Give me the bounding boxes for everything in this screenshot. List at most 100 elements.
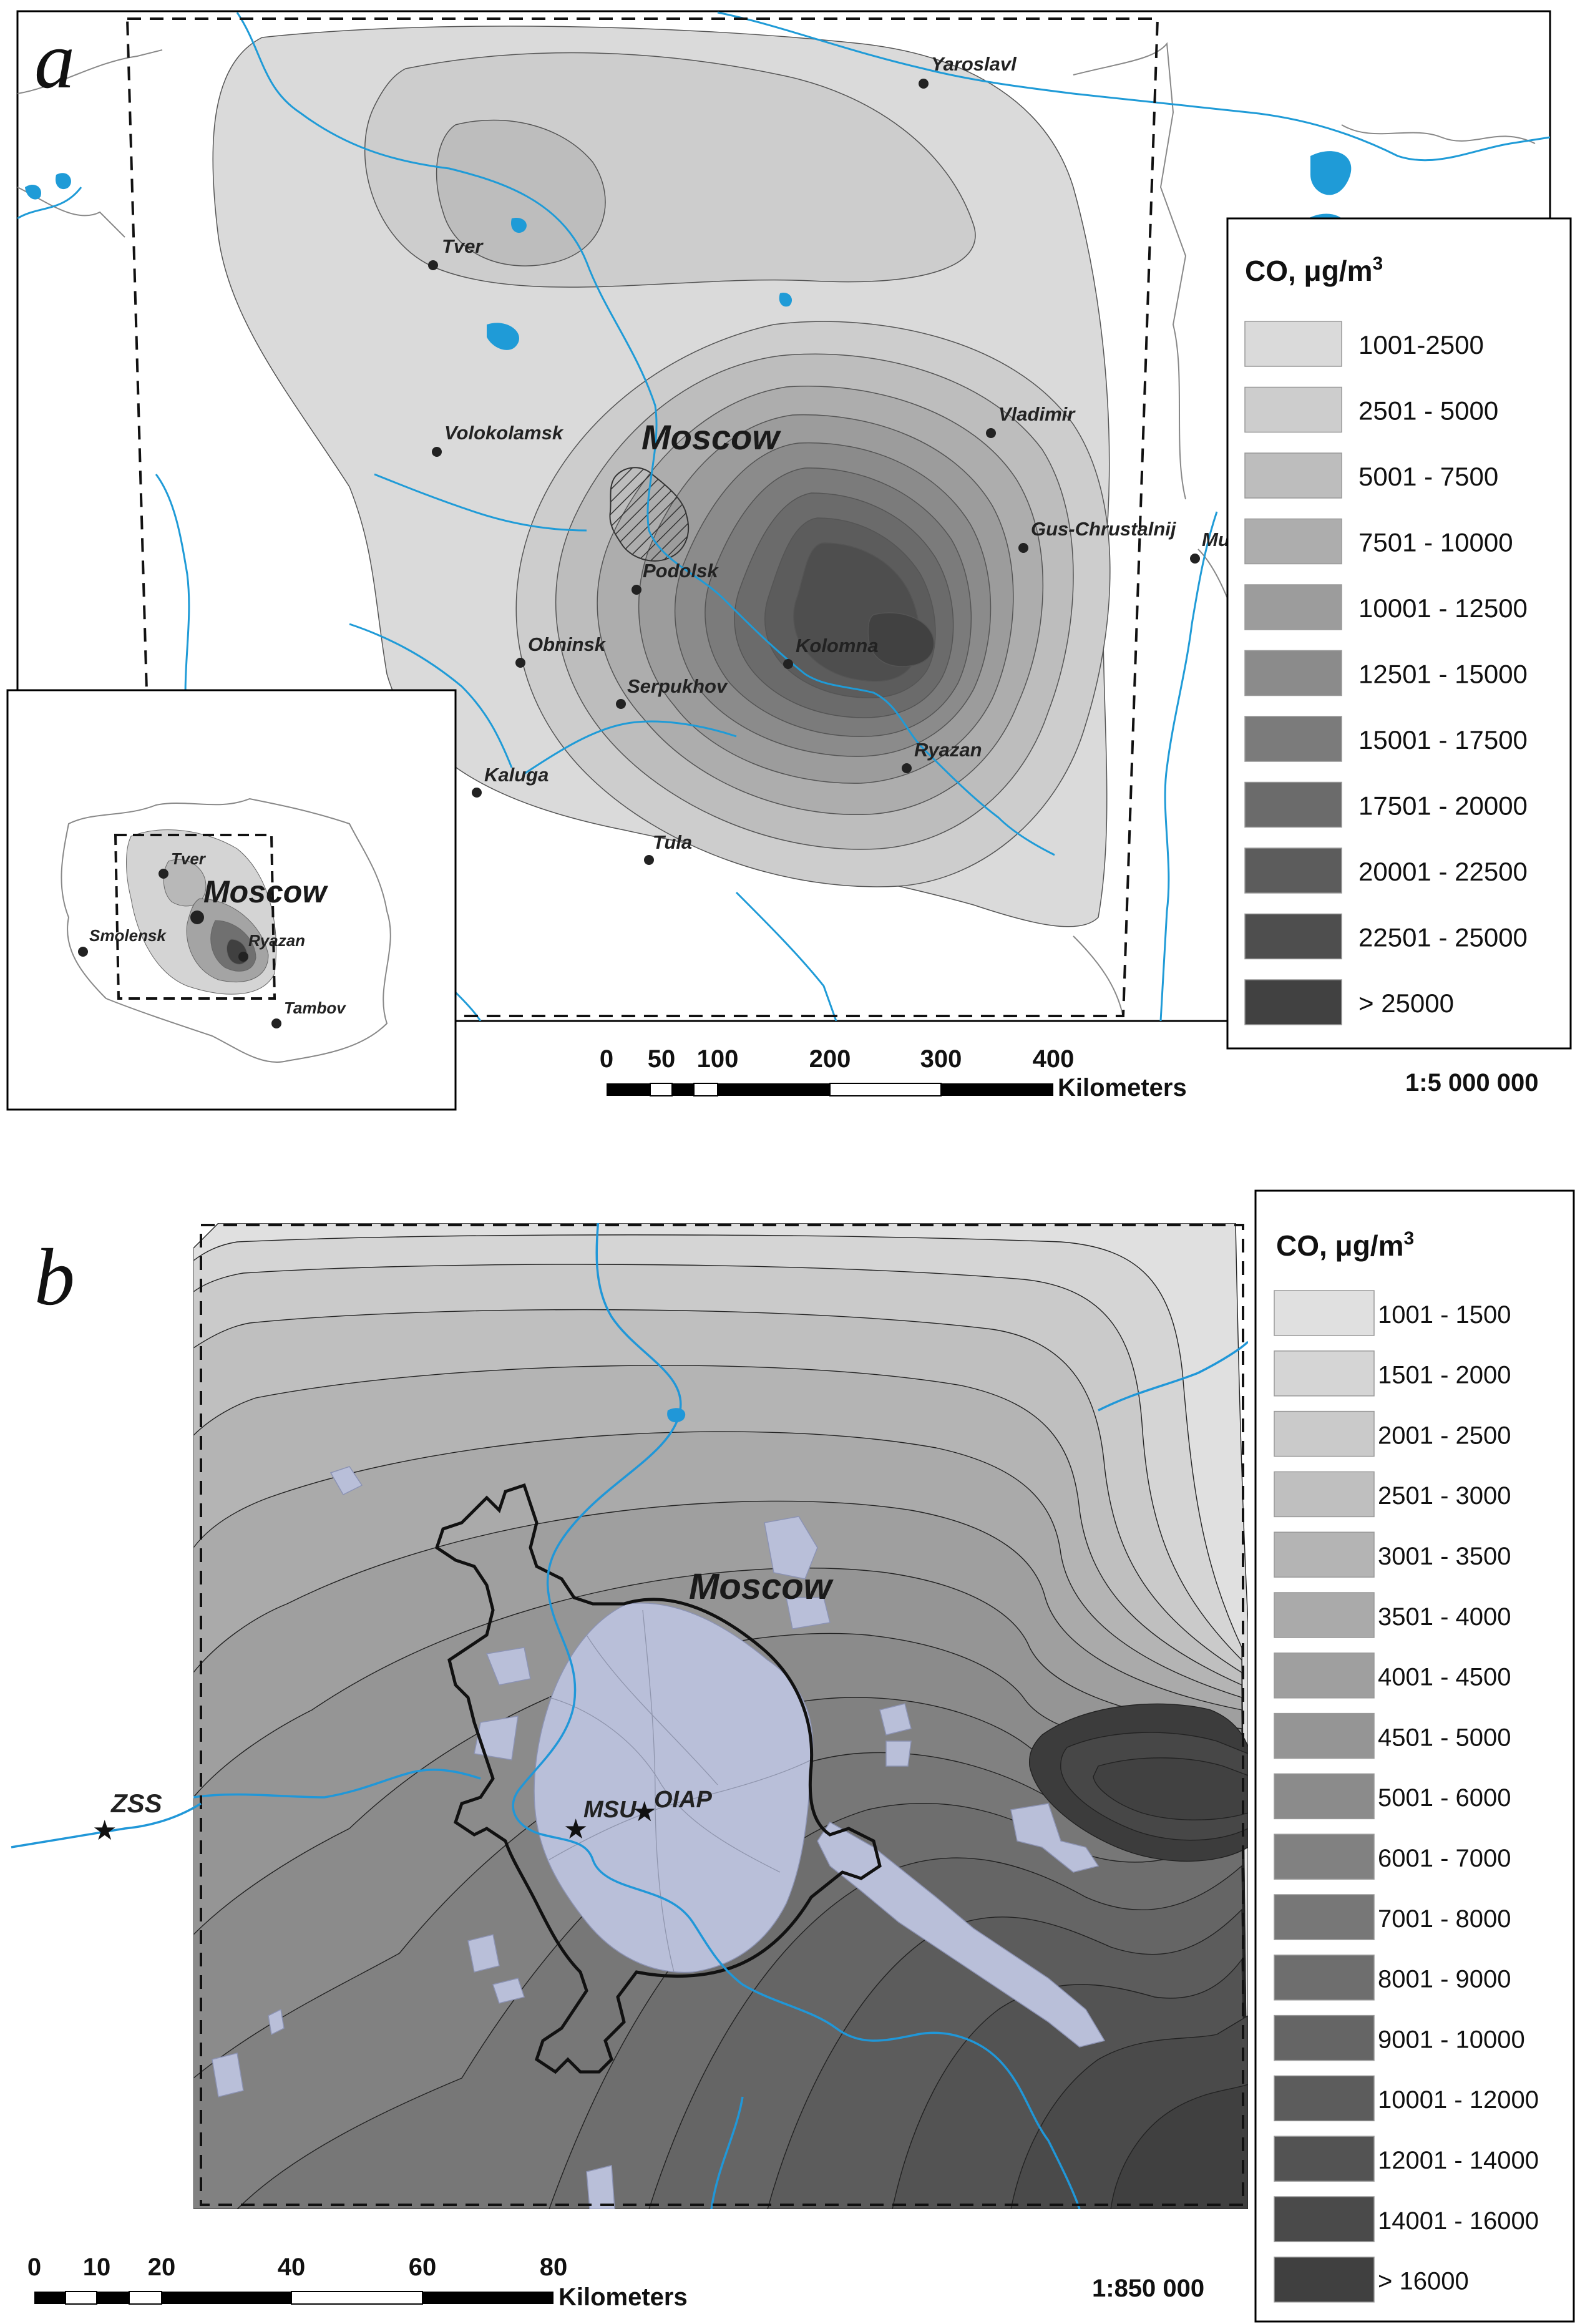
legend-b-class-swatch <box>1274 1833 1375 1880</box>
legend-a-class-swatch <box>1244 716 1342 762</box>
star-icon-zss: ★ <box>92 1815 117 1846</box>
scale-a-tick: 200 <box>809 1045 851 1073</box>
label-vladimir: Vladimir <box>998 403 1076 425</box>
label-serpukhov: Serpukhov <box>627 675 728 697</box>
inset-map: Tver Smolensk Ryazan Tambov Moscow <box>6 689 457 1111</box>
label-ryazan: Ryazan <box>914 739 982 761</box>
inset-moscow-label: Moscow <box>203 874 328 909</box>
legend-a-class-swatch <box>1244 781 1342 828</box>
panel-b-letter: b <box>34 1233 75 1322</box>
legend-a-class-label: 22501 - 25000 <box>1358 922 1528 952</box>
legend-b-class-label: 14001 - 16000 <box>1378 2207 1539 2235</box>
legend-b-class-label: 1501 - 2000 <box>1378 1362 1511 1389</box>
label-tula: Tula <box>653 831 692 853</box>
label-gus-chrustalnij: Gus-Chrustalnij <box>1031 518 1177 540</box>
legend-a-class-label: 1001-2500 <box>1358 330 1484 359</box>
panel-b-extent <box>200 1224 1244 2206</box>
scale-b-tick: 80 <box>540 2253 568 2281</box>
inset-label-tver: Tver <box>171 849 207 868</box>
label-kaluga: Kaluga <box>484 764 549 786</box>
panel-b: Moscow ★ ★ MSU OIAP ★ ZSS b CO, μg/m3 10… <box>11 1189 1575 2323</box>
rivers-b <box>193 1223 1248 2209</box>
legend-a-class-swatch <box>1244 386 1342 433</box>
legend-b-class-swatch <box>1274 1290 1375 1336</box>
legend-b-class-swatch <box>1274 1773 1375 1820</box>
legend-b-class-label: 7001 - 8000 <box>1378 1905 1511 1933</box>
moscow-label-a: Moscow <box>641 417 781 457</box>
legend-b-class-swatch <box>1274 1894 1375 1940</box>
legend-a-class-label: 7501 - 10000 <box>1358 527 1513 557</box>
panel-a-letter: a <box>34 16 75 105</box>
legend-b-class-swatch <box>1274 1350 1375 1397</box>
legend-a-class-swatch <box>1244 321 1342 367</box>
legend-b-class-label: 9001 - 10000 <box>1378 2026 1525 2053</box>
scale-a-tick: 0 <box>600 1045 613 1073</box>
legend-b-class-swatch <box>1274 1471 1375 1518</box>
scale-b-tick: 60 <box>409 2253 437 2281</box>
scale-b-tick: 10 <box>83 2253 111 2281</box>
label-msu: MSU <box>583 1797 637 1823</box>
legend-a-class-swatch <box>1244 452 1342 499</box>
panel-a: Yaroslavl Tver Volokolamsk Vladimir Gus-… <box>6 10 1572 1111</box>
legend-b-class-swatch <box>1274 1653 1375 1699</box>
label-volokolamsk: Volokolamsk <box>444 422 564 444</box>
legend-b-class-label: 1001 - 1500 <box>1378 1301 1511 1329</box>
legend-a-class-label: 2501 - 5000 <box>1358 396 1498 425</box>
legend-b-class-label: 8001 - 9000 <box>1378 1966 1511 1993</box>
scale-b-unit: Kilometers <box>558 2283 688 2311</box>
legend-a-class-swatch <box>1244 913 1342 960</box>
city-dots-a <box>428 79 1200 865</box>
panel-a-extent <box>125 17 1159 1017</box>
moscow-boundary <box>435 1483 882 2074</box>
star-icon-msu: ★ <box>563 1814 588 1845</box>
inset-label-tambov: Tambov <box>284 998 346 1017</box>
legend-b-class-label: 5001 - 6000 <box>1378 1784 1511 1812</box>
legend-a-class-label: 17501 - 20000 <box>1358 791 1528 820</box>
reservoir <box>667 1408 686 1423</box>
legend-a-items: 1001-2500 2501 - 5000 5001 - 7500 7501 - 10… <box>1244 321 1528 1025</box>
scale-a-tick: 100 <box>697 1045 739 1073</box>
scale-b-tick: 0 <box>27 2253 41 2281</box>
legend-a-class-label: 10001 - 12500 <box>1358 593 1528 623</box>
river-west <box>11 1802 202 1848</box>
legend-b-class-swatch <box>1274 1410 1375 1457</box>
legend-b-class-swatch <box>1274 2075 1375 2122</box>
scale-b-tick: 20 <box>148 2253 176 2281</box>
star-icon-oiap: ★ <box>632 1797 656 1827</box>
inset-label-smolensk: Smolensk <box>89 926 167 945</box>
legend-b-class-label: > 16000 <box>1378 2268 1469 2295</box>
panel-b-map: Moscow ★ ★ MSU OIAP <box>193 1223 1248 2209</box>
scale-bar-b: 0 10 20 40 60 80 Kilometers 1:850 000 <box>27 2253 1204 2311</box>
scale-b-tick: 40 <box>278 2253 306 2281</box>
label-zss: ZSS <box>110 1789 162 1818</box>
scale-a-tick: 400 <box>1033 1045 1075 1073</box>
legend-b-class-swatch <box>1274 2014 1375 2061</box>
legend-b-class-label: 12001 - 14000 <box>1378 2147 1539 2174</box>
legend-b-class-label: 6001 - 7000 <box>1378 1845 1511 1872</box>
legend-b-class-label: 10001 - 12000 <box>1378 2086 1539 2114</box>
legend-b-items: 1001 - 1500 1501 - 2000 2001 - 2500 2501 - … <box>1274 1290 1539 2303</box>
legend-b: CO, μg/m3 1001 - 1500 1501 - 2000 2001 - 2… <box>1254 1189 1575 2323</box>
legend-a: CO, μg/m3 1001-2500 2501 - 5000 5001 - 750… <box>1226 217 1572 1050</box>
scale-a-tick: 300 <box>920 1045 962 1073</box>
label-podolsk: Podolsk <box>643 560 719 582</box>
moscow-label-b: Moscow <box>689 1566 834 1607</box>
legend-a-class-swatch <box>1244 518 1342 565</box>
legend-a-class-label: 5001 - 7500 <box>1358 462 1498 491</box>
scale-bar-a: 0 50 100 200 300 400 Kilometers 1:5 000 000 <box>600 1045 1539 1101</box>
legend-b-class-swatch <box>1274 1592 1375 1638</box>
label-tver: Tver <box>442 235 484 257</box>
inset-label-ryazan: Ryazan <box>248 931 305 950</box>
legend-a-title: CO, μg/m3 <box>1245 253 1383 287</box>
legend-b-class-label: 2501 - 3000 <box>1378 1482 1511 1510</box>
legend-b-class-swatch <box>1274 1955 1375 2001</box>
legend-a-class-swatch <box>1244 650 1342 696</box>
legend-b-title: CO, μg/m3 <box>1276 1228 1414 1262</box>
legend-b-class-swatch <box>1274 1712 1375 1759</box>
scale-b-ratio: 1:850 000 <box>1092 2275 1204 2302</box>
legend-a-class-swatch <box>1244 847 1342 894</box>
scale-a-ratio: 1:5 000 000 <box>1405 1069 1539 1096</box>
legend-a-class-swatch <box>1244 979 1342 1025</box>
label-yaroslavl: Yaroslavl <box>931 53 1017 75</box>
